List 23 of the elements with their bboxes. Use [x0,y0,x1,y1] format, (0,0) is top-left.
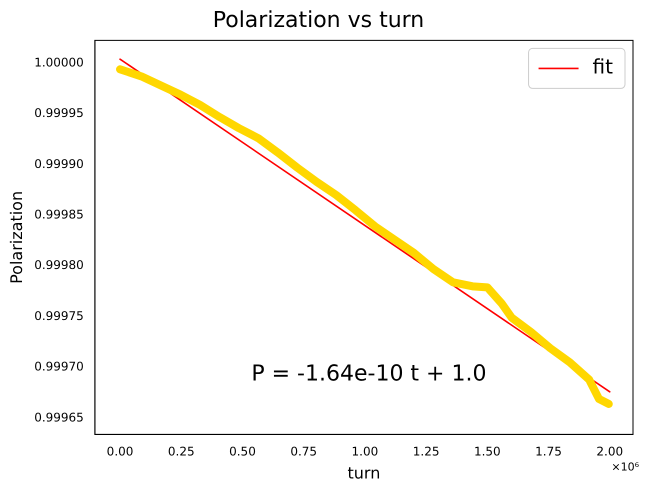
y-tick-label: 1.00000 [34,55,84,70]
text: ×10⁶ [611,460,640,474]
x-tick-label: 0.75 [290,444,318,459]
y-tick-label: 0.99970 [34,360,84,374]
y-tick-label: 0.99965 [34,410,84,424]
x-tick-label: 1.75 [535,444,562,459]
x-tick-label: 0.50 [229,444,256,459]
legend-label: fit [592,54,614,79]
x-tick-label: 2.00 [596,444,624,459]
x-tick-label: 1.25 [412,444,440,459]
y-tick-label: 0.99975 [34,308,84,323]
annotation: P = -1.64e-10 t + 1.0 [251,361,486,386]
x-tick-label: 0.00 [106,444,134,459]
chart-title: Polarization vs turn [212,8,424,33]
y-tick-label: 0.99990 [34,156,84,171]
x-tick-label: 0.25 [168,444,195,459]
x-tick-label: 1.50 [474,444,501,459]
x-tick-label: 1.00 [352,444,378,459]
x-axis-title: turn [347,464,380,483]
y-tick-label: 0.99985 [34,207,84,222]
y-axis-title: Polarization [6,190,26,284]
y-tick-label: 0.99980 [34,258,84,272]
y-tick-label: 0.99995 [34,106,84,120]
